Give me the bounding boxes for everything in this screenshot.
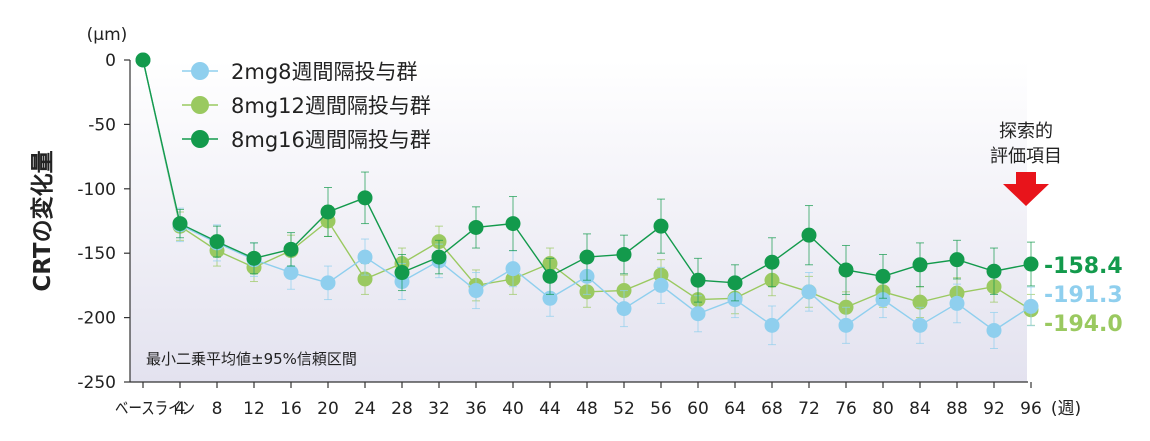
legend-marker	[191, 96, 209, 114]
data-point	[690, 306, 706, 322]
data-point	[764, 254, 780, 270]
end-value-label: -194.0	[1044, 312, 1123, 337]
x-tick-label: 88	[946, 399, 968, 419]
data-point	[246, 250, 262, 266]
data-point	[949, 252, 965, 268]
y-tick-label: -250	[77, 373, 116, 393]
data-point	[135, 52, 151, 68]
x-tick-label: 4	[175, 399, 186, 419]
data-point	[579, 249, 595, 265]
data-point	[653, 218, 669, 234]
series-group	[135, 52, 1039, 350]
legend-marker	[191, 62, 209, 80]
y-tick-label: -150	[77, 244, 116, 264]
data-point	[801, 284, 817, 300]
legend-label: 8mg16週間隔投与群	[231, 128, 431, 152]
x-tick-label: 40	[502, 399, 524, 419]
statistics-note: 最小二乗平均値±95%信頼区間	[146, 350, 357, 368]
data-point	[431, 249, 447, 265]
y-unit-label: (µm)	[87, 25, 128, 45]
data-point	[616, 246, 632, 262]
legend-label: 8mg12週間隔投与群	[231, 94, 431, 118]
x-tick-label: 16	[280, 399, 302, 419]
x-tick-label: 28	[391, 399, 413, 419]
data-point	[468, 219, 484, 235]
x-unit-label: (週)	[1051, 399, 1081, 419]
y-tick-label: -200	[77, 309, 116, 329]
data-point	[653, 277, 669, 293]
data-point	[875, 292, 891, 308]
data-point	[357, 190, 373, 206]
data-point	[875, 268, 891, 284]
data-point	[394, 265, 410, 281]
series-group	[135, 52, 1039, 303]
data-point	[727, 275, 743, 291]
legend-label: 2mg8週間隔投与群	[231, 60, 418, 84]
data-point	[320, 275, 336, 291]
plot-background	[130, 60, 1027, 382]
x-tick-label: 80	[872, 399, 894, 419]
data-point	[690, 272, 706, 288]
x-tick-label: 76	[835, 399, 857, 419]
data-point	[505, 216, 521, 232]
callout-line-1: 探索的	[999, 121, 1053, 142]
x-tick-label: 24	[354, 399, 376, 419]
x-tick-label: 60	[687, 399, 709, 419]
data-point	[949, 295, 965, 311]
data-point	[542, 268, 558, 284]
y-tick-label: -100	[77, 180, 116, 200]
data-point	[505, 261, 521, 277]
x-tick-label: 48	[576, 399, 598, 419]
x-tick-label: 52	[613, 399, 635, 419]
data-point	[838, 317, 854, 333]
x-tick-label: 44	[539, 399, 561, 419]
data-point	[468, 283, 484, 299]
data-point	[986, 263, 1002, 279]
data-point	[838, 262, 854, 278]
x-tick-label: ベースライン	[115, 399, 195, 419]
x-tick-label: 92	[983, 399, 1005, 419]
x-tick-label: 72	[798, 399, 820, 419]
data-point	[801, 227, 817, 243]
down-arrow-icon	[1003, 172, 1049, 206]
y-tick-label: 0	[105, 51, 116, 71]
data-point	[209, 234, 225, 250]
x-tick-label: 56	[650, 399, 672, 419]
end-value-label: -191.3	[1044, 283, 1123, 308]
data-point	[912, 317, 928, 333]
legend-marker	[191, 130, 209, 148]
x-tick-label: 68	[761, 399, 783, 419]
data-point	[357, 249, 373, 265]
data-point	[912, 294, 928, 310]
callout-line-2: 評価項目	[990, 146, 1062, 167]
data-point	[283, 241, 299, 257]
end-value-label: -158.4	[1044, 254, 1123, 279]
data-point	[283, 265, 299, 281]
data-point	[1023, 256, 1039, 272]
data-point	[616, 301, 632, 317]
data-point	[764, 317, 780, 333]
data-point	[912, 257, 928, 273]
data-point	[986, 322, 1002, 338]
data-point	[1023, 298, 1039, 314]
x-tick-label: 84	[909, 399, 931, 419]
y-tick-label: -50	[88, 115, 116, 135]
x-tick-label: 32	[428, 399, 450, 419]
x-tick-label: 8	[212, 399, 223, 419]
x-tick-label: 36	[465, 399, 487, 419]
x-tick-label: 64	[724, 399, 746, 419]
data-point	[172, 216, 188, 232]
data-point	[320, 204, 336, 220]
x-tick-label: 12	[243, 399, 265, 419]
y-axis-title: CRTの変化量	[29, 150, 56, 291]
x-tick-label: 20	[317, 399, 339, 419]
x-tick-label: 96	[1020, 399, 1042, 419]
